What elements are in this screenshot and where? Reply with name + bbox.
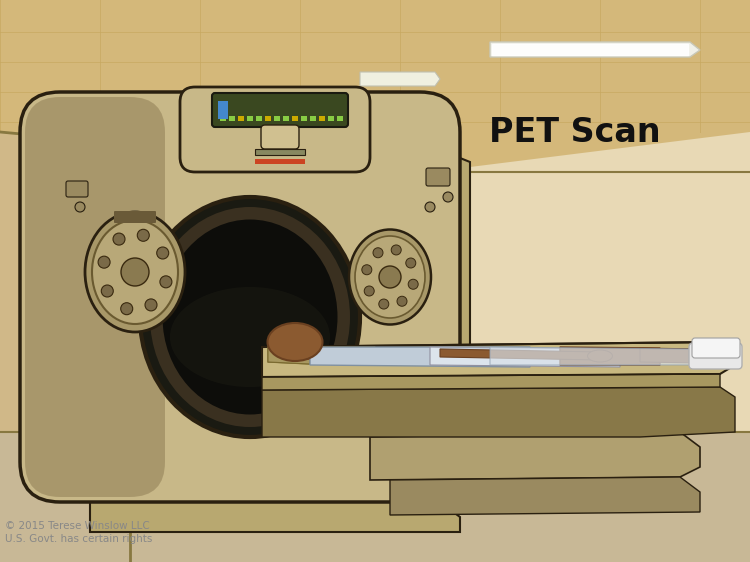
Circle shape	[121, 258, 149, 286]
FancyBboxPatch shape	[25, 97, 165, 497]
Ellipse shape	[268, 323, 322, 361]
Text: © 2015 Terese Winslow LLC
U.S. Govt. has certain rights: © 2015 Terese Winslow LLC U.S. Govt. has…	[5, 521, 152, 544]
Bar	[255, 159, 305, 164]
Polygon shape	[262, 387, 735, 437]
Bar	[274, 116, 280, 121]
Polygon shape	[490, 347, 690, 365]
Polygon shape	[0, 432, 750, 562]
FancyBboxPatch shape	[261, 125, 299, 149]
Circle shape	[101, 285, 113, 297]
Polygon shape	[0, 132, 130, 562]
Circle shape	[157, 247, 169, 259]
Ellipse shape	[150, 207, 350, 427]
Polygon shape	[560, 347, 660, 365]
Polygon shape	[640, 348, 700, 363]
Bar	[337, 116, 343, 121]
Polygon shape	[90, 502, 460, 532]
Polygon shape	[268, 347, 375, 364]
Bar	[256, 116, 262, 121]
Bar	[283, 116, 289, 121]
FancyBboxPatch shape	[689, 343, 742, 369]
Circle shape	[443, 192, 453, 202]
Ellipse shape	[349, 229, 431, 324]
Ellipse shape	[85, 212, 185, 332]
Ellipse shape	[163, 220, 338, 415]
FancyBboxPatch shape	[114, 211, 156, 223]
FancyBboxPatch shape	[20, 92, 460, 502]
Circle shape	[425, 202, 435, 212]
Ellipse shape	[587, 350, 613, 362]
Circle shape	[113, 233, 125, 245]
Circle shape	[160, 276, 172, 288]
Polygon shape	[80, 462, 470, 502]
Polygon shape	[370, 432, 700, 480]
Circle shape	[392, 245, 401, 255]
Polygon shape	[268, 344, 310, 364]
Bar	[310, 116, 316, 121]
Bar	[265, 116, 271, 121]
Bar	[229, 116, 235, 121]
Ellipse shape	[92, 220, 178, 324]
Ellipse shape	[355, 236, 425, 318]
Polygon shape	[262, 342, 735, 377]
Bar	[247, 116, 253, 121]
Circle shape	[75, 202, 85, 212]
Circle shape	[408, 279, 419, 289]
Circle shape	[364, 286, 374, 296]
Circle shape	[121, 303, 133, 315]
Bar	[292, 116, 298, 121]
FancyBboxPatch shape	[66, 181, 88, 197]
Circle shape	[406, 258, 416, 268]
Polygon shape	[305, 352, 325, 360]
Ellipse shape	[140, 197, 360, 437]
FancyBboxPatch shape	[692, 338, 740, 358]
Text: PET Scan: PET Scan	[489, 116, 661, 148]
Polygon shape	[490, 42, 700, 57]
Circle shape	[379, 266, 401, 288]
Polygon shape	[430, 347, 620, 367]
Bar	[255, 149, 305, 155]
Bar	[220, 116, 226, 121]
Polygon shape	[420, 142, 470, 442]
Bar	[238, 116, 244, 121]
Bar	[301, 116, 307, 121]
Circle shape	[362, 265, 372, 275]
FancyBboxPatch shape	[426, 168, 450, 186]
Polygon shape	[262, 374, 720, 390]
Bar	[218, 101, 228, 119]
Bar	[328, 116, 334, 121]
Polygon shape	[440, 347, 530, 354]
Circle shape	[397, 296, 407, 306]
Polygon shape	[390, 477, 700, 515]
Circle shape	[137, 229, 149, 241]
Polygon shape	[0, 0, 750, 172]
Circle shape	[98, 256, 110, 268]
FancyBboxPatch shape	[212, 93, 348, 127]
FancyBboxPatch shape	[180, 87, 370, 172]
Circle shape	[145, 299, 157, 311]
Ellipse shape	[170, 287, 330, 387]
Polygon shape	[440, 349, 600, 360]
Polygon shape	[360, 72, 440, 86]
Circle shape	[379, 299, 388, 309]
Polygon shape	[310, 347, 530, 367]
Bar	[319, 116, 325, 121]
Circle shape	[373, 248, 383, 258]
